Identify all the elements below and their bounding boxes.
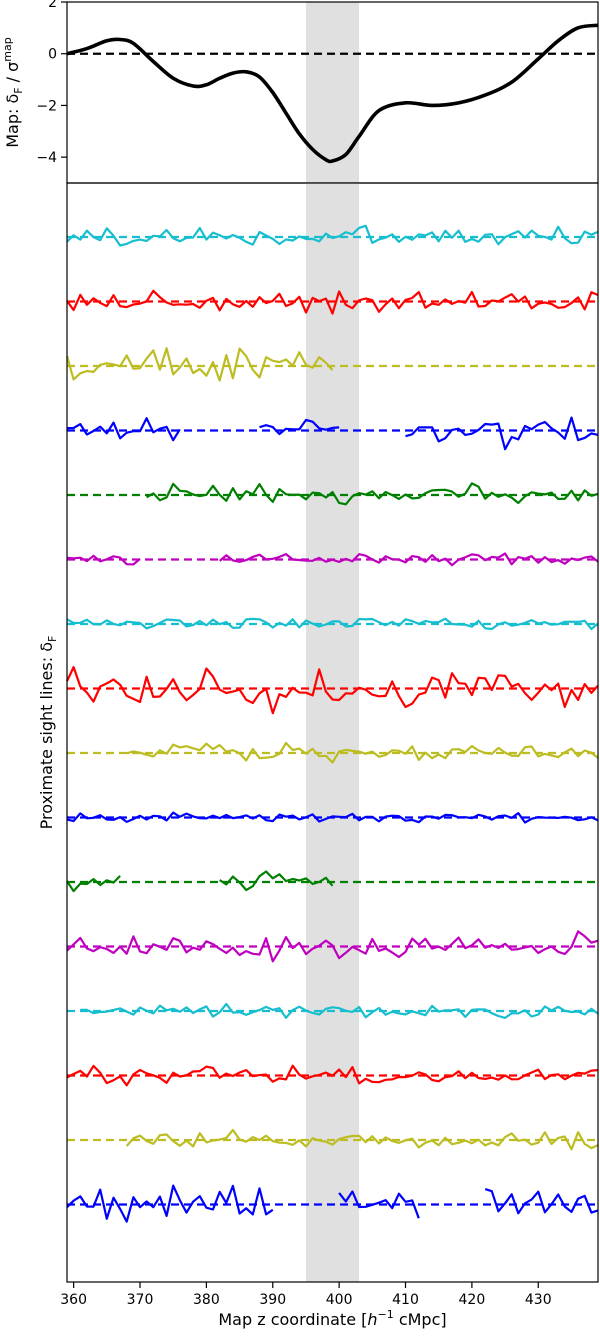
sightline-15-segment-0 — [66, 1184, 274, 1223]
top-y-tick-label-3: −4 — [36, 150, 57, 166]
top-series-group — [66, 23, 599, 164]
sightline-2-segment-0 — [65, 347, 334, 382]
top-ylabel-part-3: map — [1, 37, 14, 61]
sightline-8-segment-0 — [126, 741, 599, 764]
xlabel-part-1: h — [367, 1310, 377, 1329]
x-tick-label-4: 400 — [326, 1292, 353, 1308]
sightline-13-segment-0 — [66, 1064, 599, 1087]
sightline-10-segment-0 — [66, 875, 121, 893]
bottom-x-axis-label: Map z coordinate [h−1 cMpc] — [218, 1308, 446, 1329]
sightline-0-segment-0 — [66, 224, 599, 247]
sightline-3-segment-2 — [405, 416, 599, 451]
x-tick-label-2: 380 — [193, 1292, 220, 1308]
top-ylabel-part-2: / σ — [3, 62, 22, 88]
sightline-7-segment-0 — [66, 666, 599, 715]
sightline-3-segment-0 — [66, 417, 181, 442]
sightline-4-segment-0 — [146, 482, 599, 506]
sightline-12-segment-0 — [80, 1002, 599, 1019]
sightline-1-segment-0 — [66, 289, 599, 315]
top-series-line-0 — [66, 23, 599, 164]
sightline-3-segment-1 — [259, 418, 340, 436]
xlabel-part-2: −1 — [378, 1308, 394, 1321]
x-tick-label-7: 430 — [525, 1292, 552, 1308]
sightline-9-segment-0 — [66, 811, 599, 824]
top-panel: 2 0 −2 −4 Map: δF / σmap — [1, 0, 599, 184]
bottom-ylabel-part-0: Proximate sight lines: δ — [37, 642, 56, 829]
x-tick-label-5: 410 — [392, 1292, 419, 1308]
x-tick-label-6: 420 — [459, 1292, 486, 1308]
top-y-axis-label: Map: δF / σmap — [1, 37, 25, 148]
sightline-5-segment-0 — [66, 554, 141, 566]
sightline-10-segment-1 — [219, 870, 334, 892]
sightline-15-segment-2 — [484, 1188, 599, 1215]
bottom-highlight-band — [305, 183, 360, 1282]
top-y-tick-label-2: −2 — [36, 98, 57, 114]
xlabel-part-0: Map z coordinate [ — [218, 1310, 367, 1329]
top-ylabel-part-1: F — [12, 87, 25, 93]
bottom-plot-frame — [66, 182, 599, 1283]
top-y-ticks: 2 0 −2 −4 — [36, 0, 67, 166]
sightline-6-segment-0 — [66, 617, 599, 631]
bottom-ylabel-part-1: F — [46, 636, 59, 642]
sightline-14-segment-0 — [125, 1128, 599, 1151]
sightline-11-segment-0 — [66, 930, 599, 963]
top-y-tick-label-1: 0 — [48, 47, 57, 63]
top-ylabel-part-0: Map: δ — [3, 94, 22, 148]
bottom-x-ticks: 360 370 380 390 400 410 420 430 — [60, 1282, 552, 1308]
x-tick-label-0: 360 — [60, 1292, 87, 1308]
bottom-y-axis-label: Proximate sight lines: δF — [37, 636, 59, 830]
top-highlight-band — [305, 2, 360, 183]
x-tick-label-1: 370 — [127, 1292, 154, 1308]
bottom-panel: 360 370 380 390 400 410 420 430 Proximate sight… — [37, 182, 599, 1329]
bottom-series-group — [65, 224, 599, 1223]
x-tick-label-3: 390 — [259, 1292, 286, 1308]
top-y-tick-label-0: 2 — [48, 0, 57, 11]
sightline-5-segment-1 — [218, 552, 599, 567]
xlabel-part-3: cMpc] — [394, 1310, 447, 1329]
sightline-15-segment-1 — [338, 1190, 420, 1219]
